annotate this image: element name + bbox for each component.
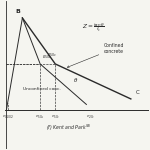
Text: $\epsilon_{0.002}$: $\epsilon_{0.002}$	[2, 114, 14, 121]
Text: Unconfined conc.: Unconfined conc.	[23, 87, 61, 91]
Text: (f) Kent and Park$^{(B)}$: (f) Kent and Park$^{(B)}$	[46, 123, 92, 133]
Text: $Z = \frac{tan\theta}{f_c}$: $Z = \frac{tan\theta}{f_c}$	[82, 21, 105, 34]
Text: C: C	[135, 90, 139, 95]
Text: $\epsilon_{50c}$: $\epsilon_{50c}$	[47, 52, 58, 60]
Text: B: B	[15, 9, 20, 14]
Text: $\epsilon_{50c}$: $\epsilon_{50c}$	[51, 114, 60, 121]
Text: $\epsilon_{50b}$: $\epsilon_{50b}$	[42, 53, 52, 61]
Text: $\epsilon_{50u}$: $\epsilon_{50u}$	[35, 114, 45, 121]
Text: $\epsilon_{20c}$: $\epsilon_{20c}$	[86, 114, 96, 121]
Text: Confined
concrete: Confined concrete	[67, 43, 124, 68]
Text: θ: θ	[74, 78, 77, 83]
